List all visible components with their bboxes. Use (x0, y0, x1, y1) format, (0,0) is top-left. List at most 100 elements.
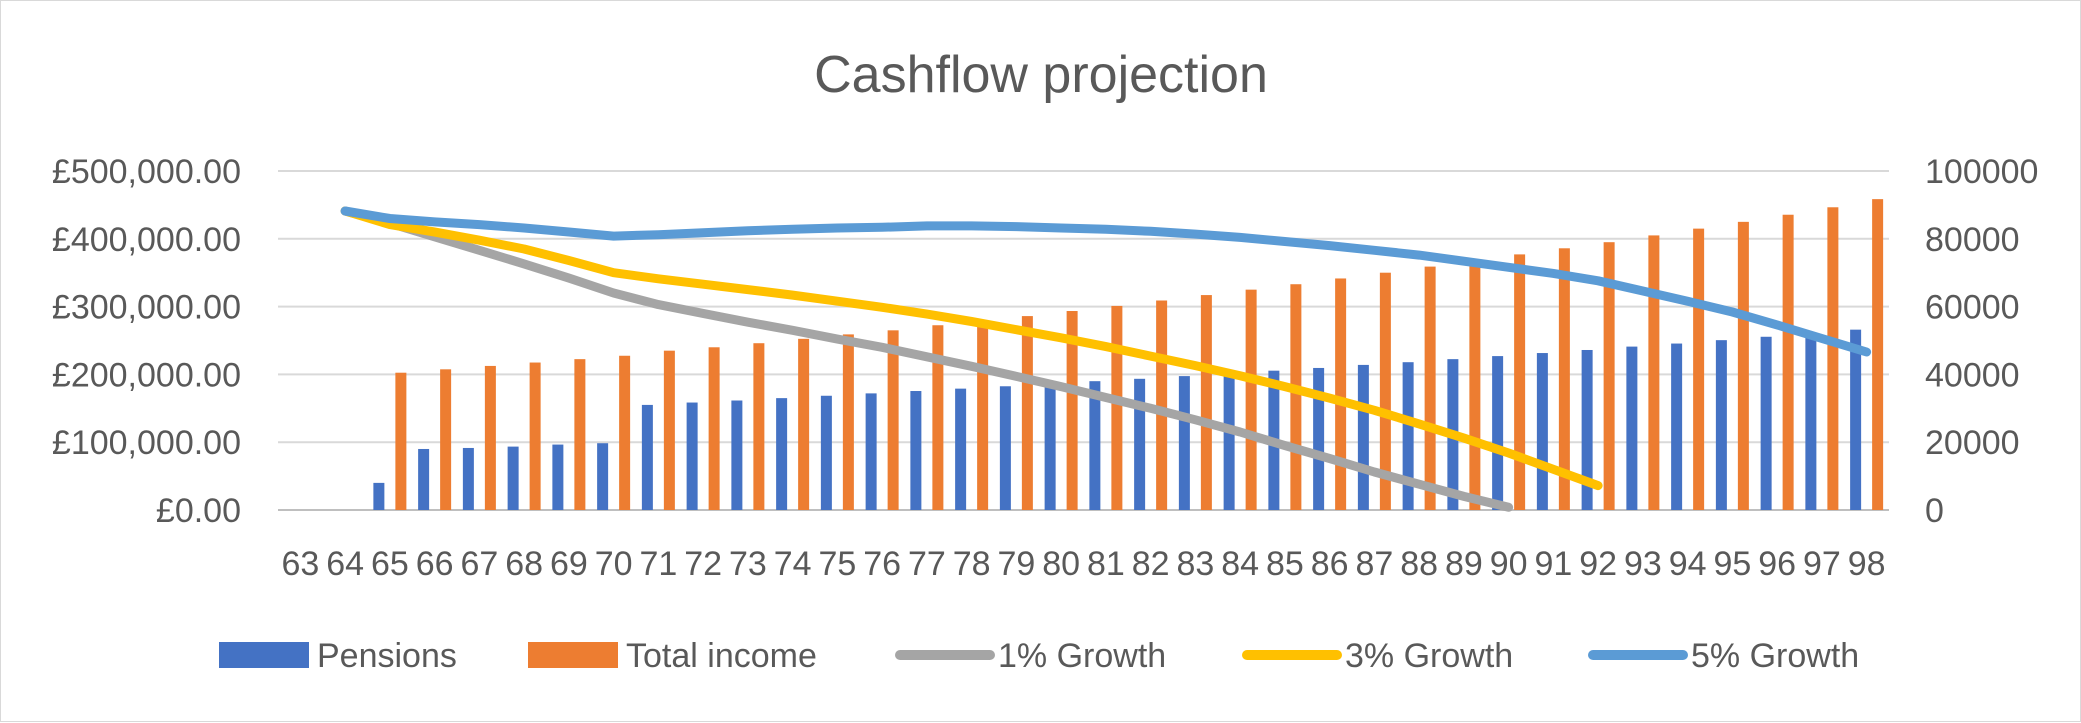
bar-pensions (1626, 346, 1638, 510)
bar-pensions (955, 388, 967, 510)
bar-pensions (731, 400, 743, 510)
x-axis-tick-label: 73 (729, 545, 767, 583)
legend-label-3-growth: 3% Growth (1345, 637, 1513, 675)
bar-pensions (1760, 336, 1772, 510)
x-axis-tick-label: 72 (684, 545, 722, 583)
bar-pensions (1313, 367, 1325, 510)
bar-total-income (1827, 207, 1839, 510)
x-axis-tick-label: 92 (1579, 545, 1617, 583)
bar-total-income (708, 347, 720, 510)
bar-total-income (1693, 228, 1705, 510)
bar-total-income (1335, 278, 1347, 510)
bar-pensions (686, 402, 698, 510)
x-axis-tick-label: 80 (1042, 545, 1080, 583)
bar-total-income (1200, 295, 1212, 510)
legend-label-1-growth: 1% Growth (998, 637, 1166, 675)
legend-swatch-total-income (528, 642, 618, 668)
bar-total-income (1066, 311, 1078, 510)
left-axis-ticks: £0.00 £100,000.00 £200,000.00 £300,000.00 £4… (52, 153, 241, 530)
x-axis-tick-label: 88 (1400, 545, 1438, 583)
bar-total-income (1558, 248, 1570, 511)
right-axis-tick-label: 100000 (1925, 153, 2038, 191)
bar-pensions (373, 482, 385, 510)
bar-total-income (484, 365, 496, 510)
x-axis-tick-label: 95 (1713, 545, 1751, 583)
left-axis-tick-label: £200,000.00 (52, 356, 241, 394)
bar-total-income (1603, 242, 1615, 510)
left-axis-tick-label: £300,000.00 (52, 289, 241, 327)
x-axis-tick-label: 81 (1087, 545, 1125, 583)
bar-pensions (1134, 378, 1146, 510)
legend-label-5-growth: 5% Growth (1691, 637, 1859, 675)
bar-total-income (395, 372, 407, 510)
line-3-growth (340, 206, 1603, 491)
bar-pensions (1089, 381, 1101, 510)
bar-pensions (999, 386, 1011, 510)
x-axis-tick-label: 89 (1445, 545, 1483, 583)
bar-total-income (1379, 272, 1391, 510)
x-axis-tick-label: 74 (774, 545, 812, 583)
bar-pensions (910, 391, 922, 510)
bar-pensions (1850, 329, 1862, 510)
legend-swatch-pensions (219, 642, 309, 668)
x-axis-tick-label: 64 (326, 545, 364, 583)
x-axis-tick-label: 94 (1669, 545, 1707, 583)
x-axis-tick-label: 69 (550, 545, 588, 583)
bar-total-income (529, 362, 541, 510)
legend-label-total-income: Total income (626, 637, 817, 675)
x-axis-tick-label: 87 (1355, 545, 1393, 583)
bar-pensions (1805, 333, 1817, 510)
x-axis-tick-label: 98 (1848, 545, 1886, 583)
bar-pensions (1402, 362, 1414, 510)
x-axis-tick-label: 70 (595, 545, 633, 583)
x-axis-tick-label: 96 (1758, 545, 1796, 583)
right-axis-tick-label: 40000 (1925, 356, 2020, 394)
bar-total-income (1872, 199, 1884, 510)
x-axis-tick-label: 91 (1534, 545, 1572, 583)
bar-total-income (663, 350, 675, 510)
bar-total-income (1245, 289, 1257, 510)
bar-pensions (507, 446, 519, 510)
bar-total-income (1469, 260, 1481, 510)
bar-total-income (440, 369, 452, 510)
bar-total-income (1156, 300, 1168, 510)
bar-total-income (842, 334, 854, 510)
x-axis-tick-label: 77 (908, 545, 946, 583)
bar-pensions (1492, 356, 1504, 510)
right-axis-tick-label: 0 (1925, 492, 1944, 530)
left-axis-tick-label: £0.00 (156, 492, 241, 530)
bar-pensions (865, 393, 877, 510)
right-axis-ticks: 0 20000 40000 60000 80000 100000 (1925, 153, 2038, 530)
legend: Pensions Total income 1% Growth 3% Growth 5%… (219, 637, 1859, 675)
x-axis-tick-label: 90 (1490, 545, 1528, 583)
bar-pensions (1536, 353, 1548, 510)
right-axis-tick-label: 60000 (1925, 289, 2020, 327)
line-5-growth (340, 206, 1872, 357)
x-axis-tick-label: 75 (818, 545, 856, 583)
right-axis-tick-label: 80000 (1925, 221, 2020, 259)
bar-pensions (1044, 383, 1056, 510)
bar-pensions (1671, 343, 1683, 510)
bar-total-income (753, 343, 765, 510)
bar-pensions (776, 398, 788, 510)
bar-total-income (932, 325, 944, 510)
x-axis-tick-label: 79 (997, 545, 1035, 583)
x-axis-tick-label: 84 (1221, 545, 1259, 583)
bar-total-income (574, 359, 586, 510)
bar-pensions (1178, 376, 1190, 510)
x-axis-tick-label: 86 (1311, 545, 1349, 583)
bar-pensions (418, 448, 430, 510)
x-axis-tick-label: 78 (953, 545, 991, 583)
x-axis-tick-label: 71 (639, 545, 677, 583)
line-1-growth (340, 206, 1514, 512)
x-axis-tick-label: 66 (416, 545, 454, 583)
bar-total-income (1021, 316, 1033, 510)
bar-pensions (462, 447, 474, 510)
x-axis-tick-label: 93 (1624, 545, 1662, 583)
x-axis-tick-label: 65 (371, 545, 409, 583)
bar-series (373, 199, 1884, 511)
bar-pensions (1223, 373, 1235, 510)
gridlines (278, 170, 1889, 511)
bar-pensions (552, 444, 564, 510)
